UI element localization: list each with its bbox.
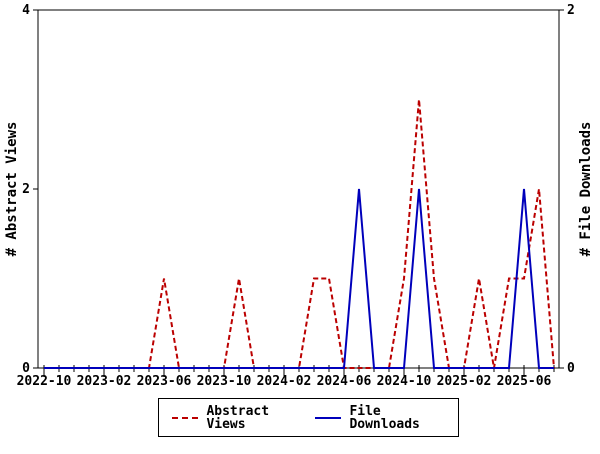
y-right-tick-label: 2 (567, 3, 575, 18)
series-lines (44, 99, 555, 369)
legend-label-abstract-views: Abstract Views (206, 403, 270, 432)
y-axis-left-title: # Abstract Views (4, 122, 20, 257)
plot-frame (37, 9, 560, 369)
y-axis-right-ticks: 02 (559, 3, 575, 376)
legend-label-file-downloads: File Downloads (349, 403, 420, 432)
series-line-abstract-views (44, 99, 555, 369)
series-line-file-downloads (44, 188, 554, 369)
legend-box: Abstract Views File Downloads (158, 398, 459, 437)
x-tick-label: 2024-02 (257, 374, 312, 389)
legend-item-abstract-views: Abstract Views (172, 405, 297, 431)
y-left-tick-label: 0 (22, 361, 30, 376)
solid-line-sample-icon (315, 416, 342, 419)
y-left-tick-label: 4 (22, 3, 30, 18)
x-tick-label: 2025-06 (497, 374, 552, 389)
x-tick-label: 2023-02 (77, 374, 132, 389)
plot-border (37, 9, 560, 369)
x-tick-label: 2024-06 (317, 374, 372, 389)
x-tick-label: 2023-10 (197, 374, 252, 389)
x-tick-label: 2023-06 (137, 374, 192, 389)
legend-item-file-downloads: File Downloads (315, 405, 440, 431)
dashed-line-sample-icon (172, 416, 199, 419)
x-tick-label: 2024-10 (377, 374, 432, 389)
y-left-tick-label: 2 (22, 182, 30, 197)
y-axis-right-title: # File Downloads (578, 122, 594, 257)
x-tick-label: 2025-02 (437, 374, 492, 389)
y-axis-left-ticks: 0 2 4 (22, 3, 38, 376)
x-tick-label: 2022-10 (17, 374, 72, 389)
y-right-tick-label: 0 (567, 361, 575, 376)
